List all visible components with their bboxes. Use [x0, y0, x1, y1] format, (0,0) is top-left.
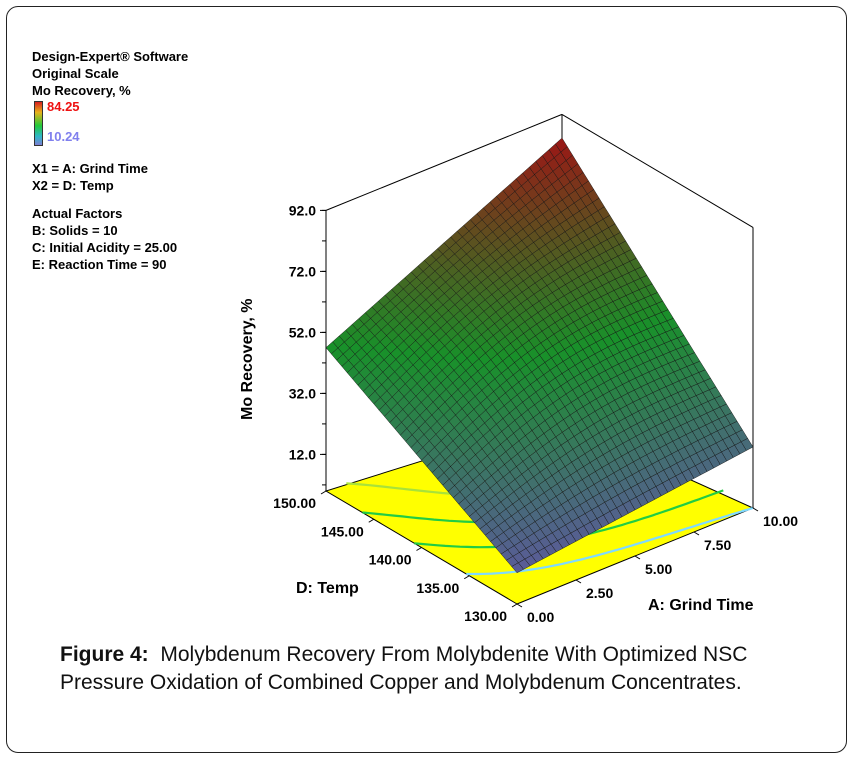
z-tick-label: 92.0 [289, 202, 316, 218]
x-tick-mark [575, 579, 582, 584]
y-tick-label: 140.00 [369, 552, 412, 568]
legend-min-value: 10.24 [47, 129, 80, 144]
x-tick-label: 0.00 [527, 609, 554, 625]
caption-text: Molybdenum Recovery From Molybdenite Wit… [60, 643, 748, 694]
y-tick-label: 135.00 [416, 580, 459, 596]
software-name: Design-Expert® Software [32, 49, 189, 64]
y-tick-label: 150.00 [273, 495, 316, 511]
y-axis-label: D: Temp [296, 580, 359, 597]
x-tick-mark [516, 603, 523, 608]
scale-label: Original Scale [32, 66, 119, 81]
contour-line-1 [414, 489, 724, 549]
x-tick-label: 7.50 [704, 537, 731, 553]
color-legend: 84.25 10.24 [32, 99, 188, 149]
factor-reaction-time: E: Reaction Time = 90 [32, 257, 167, 272]
response-label: Mo Recovery, % [32, 83, 131, 98]
box-top-back-left [325, 113, 563, 211]
x2-factor: X2 = D: Temp [32, 178, 114, 193]
y-tick-mark [511, 603, 518, 608]
z-tick-label: 52.0 [289, 324, 316, 340]
x-axis-label: A: Grind Time [648, 597, 754, 614]
axis-ticks: 12.0 32.0 52.0 72.0 92.0 0.00 2.50 5.00 7.50 10.0… [273, 202, 798, 625]
figure-caption: Figure 4: Molybdenum Recovery From Molyb… [60, 641, 820, 697]
z-axis-label: Mo Recovery, % [239, 298, 256, 420]
plot-info: Design-Expert® Software Original Scale M… [32, 48, 188, 273]
y-tick-mark [416, 547, 422, 551]
y-tick-mark [320, 490, 327, 495]
surface-chart: 12.0 32.0 52.0 72.0 92.0 0.00 2.50 5.00 7.50 10.0… [239, 113, 798, 625]
x-tick-label: 5.00 [645, 561, 672, 577]
contour-line-0 [466, 506, 754, 576]
y-tick-label: 130.00 [464, 608, 507, 624]
actual-factors-title: Actual Factors [32, 206, 123, 221]
x1-factor: X1 = A: Grind Time [32, 161, 148, 176]
z-tick-label: 72.0 [289, 263, 316, 279]
response-surface [325, 114, 754, 574]
x-tick-label: 2.50 [586, 585, 613, 601]
y-tick-mark [368, 518, 375, 523]
x-tick-mark [634, 555, 641, 560]
z-tick-label: 32.0 [289, 385, 316, 401]
caption-label: Figure 4: [60, 643, 149, 666]
factor-initial-acidity: C: Initial Acidity = 25.00 [32, 240, 178, 255]
bounding-box [325, 113, 754, 228]
y-tick-mark [463, 575, 470, 580]
color-legend-bar [34, 101, 43, 146]
box-top-back-right [561, 113, 754, 228]
surface-cell [511, 562, 524, 574]
legend-max-value: 84.25 [47, 99, 80, 114]
y-tick-label: 145.00 [321, 523, 364, 539]
x-tick-mark [693, 531, 700, 536]
factor-solids: B: Solids = 10 [32, 223, 118, 238]
x-tick-label: 10.00 [763, 513, 798, 529]
z-tick-label: 12.0 [289, 446, 316, 462]
x-tick-mark [752, 507, 759, 512]
